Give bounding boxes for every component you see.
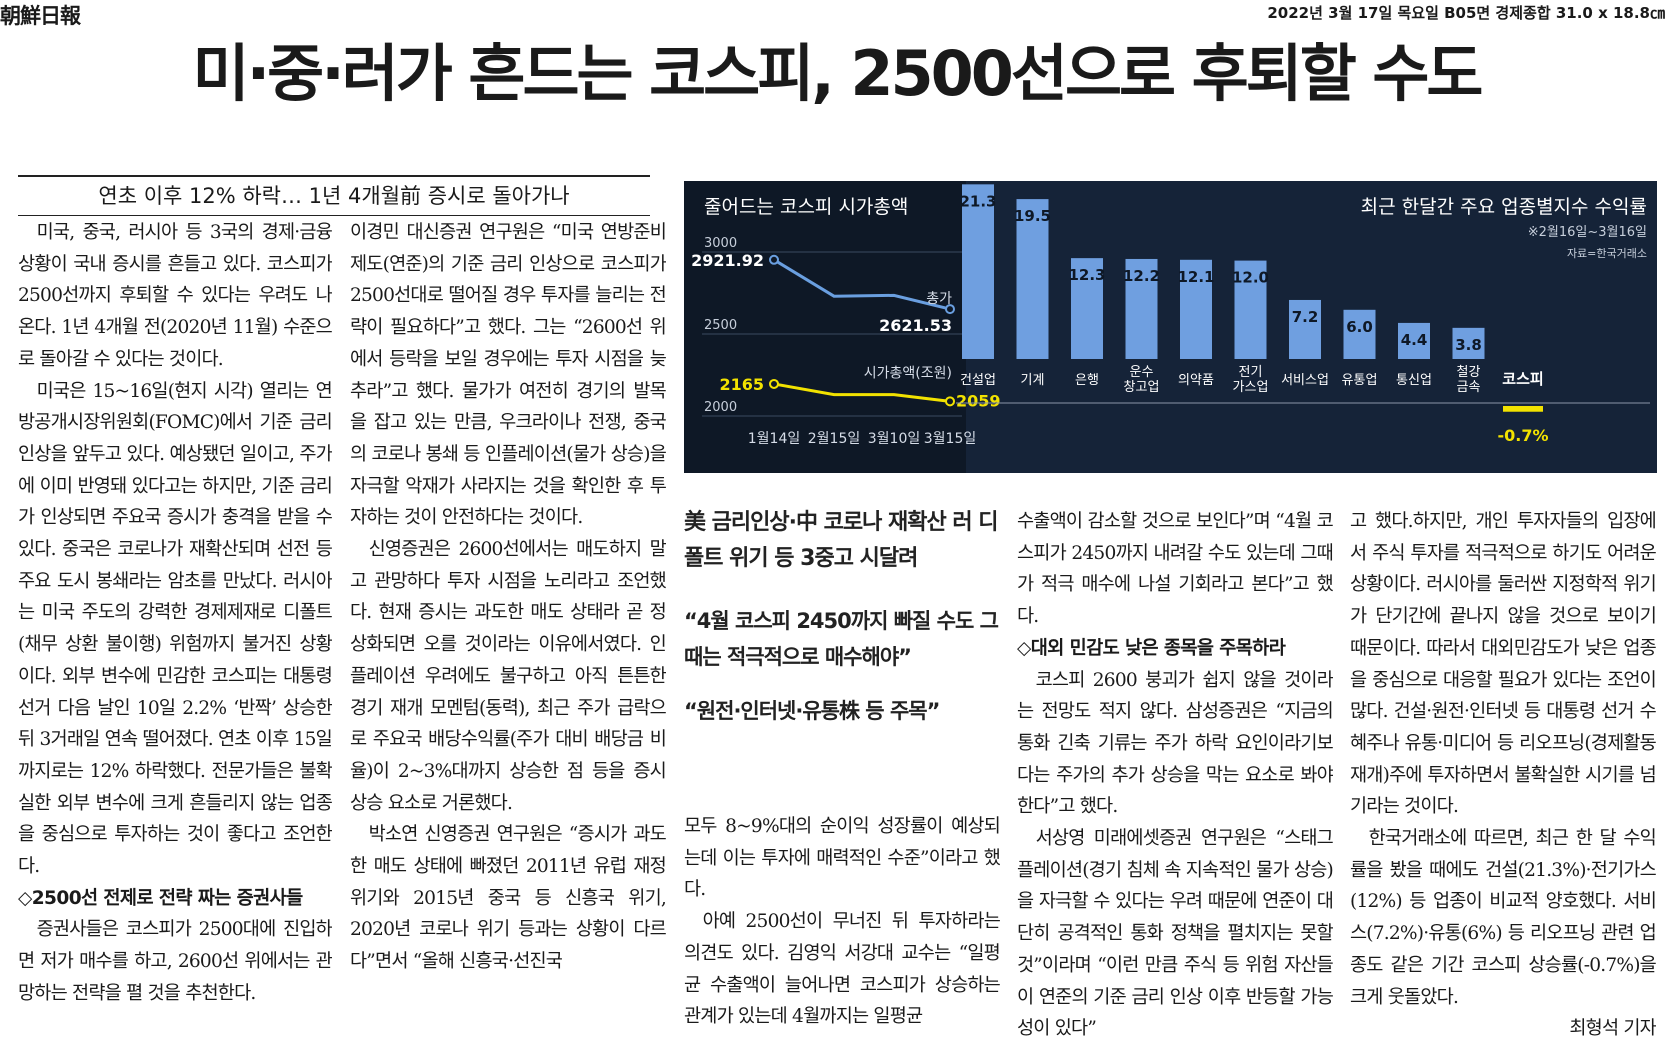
bar-category-label: 통신업 (1396, 373, 1432, 388)
bar-value-label: 19.5 (1014, 207, 1051, 225)
pull-quote-2: “원전·인터넷·유통株 등 주목” (684, 699, 940, 723)
paragraph: 미국, 중국, 러시아 등 3국의 경제·금융 상황이 국내 증시를 흔들고 있… (18, 222, 332, 370)
line-chart-tick-label: 2000 (704, 400, 737, 415)
bar-category-label: 전기 가스업 (1233, 365, 1269, 395)
line-chart-x-label: 2월15일 (808, 431, 860, 447)
line-chart-tick-label: 3000 (704, 236, 737, 251)
bar (1071, 258, 1103, 359)
bar-chart-note: ※2월16일~3월16일 (1528, 225, 1647, 240)
line-point (945, 396, 955, 407)
line-chart-x-label: 3월10일 (868, 431, 920, 447)
line-series-1 (773, 382, 951, 403)
bar-category-label: 은행 (1075, 372, 1099, 388)
byline: 최형석 기자 (1569, 1018, 1656, 1038)
pull-quote-1: “4월 코스피 2450까지 빠질 수도 그때는 적극적으로 매수해야” (684, 609, 999, 669)
infographic: 줄어드는 코스피 시가총액 3000 2500 2000 1월14일 2월15일 3월10일… (684, 181, 1657, 473)
paragraph: 모두 8~9%대의 순이익 성장률이 예상되는데 이는 투자에 매력적인 수준”… (684, 816, 1000, 901)
line-start-label: 2921.92 (691, 251, 764, 270)
section-heading: ◇2500선 전제로 전략 짜는 증권사들 (18, 887, 303, 909)
bar (1398, 322, 1430, 359)
article-column-5: 고 했다.하지만, 개인 투자자들의 입장에서 주식 투자를 적극적으로 하기도… (1350, 506, 1656, 1038)
bar-category-label: 의약품 (1178, 373, 1214, 388)
bar (1125, 258, 1158, 359)
bar (1180, 259, 1212, 359)
paragraph: 코스피 2600 붕괴가 쉽지 않을 것이라는 전망도 적지 않다. 삼성증권은… (1017, 669, 1333, 818)
article-column-2: 이경민 대신증권 연구원은 “미국 연방준비제도(연준)의 기준 금리 인상으로… (350, 217, 666, 1038)
dateline: 2022년 3월 17일 목요일 B05면 경제종합 31.0 x 18.8㎝ (1267, 4, 1665, 22)
line-point (945, 304, 955, 315)
paragraph: 한국거래소에 따르면, 최근 한 달 수익률을 봤을 때에도 건설(21.3%)… (1350, 828, 1656, 1008)
paragraph: 수출액이 감소할 것으로 보인다”며 “4월 코스피가 2450까지 내려갈 수… (1017, 511, 1333, 628)
bar (1343, 309, 1376, 359)
bar (1016, 199, 1049, 359)
bar-value-label: 21.3 (959, 192, 996, 210)
bar (1452, 327, 1485, 359)
bar-category-label: 운수 창고업 (1124, 365, 1160, 395)
paragraph: 박소연 신영증권 연구원은 “증시가 과도한 매도 상태에 빠졌던 2011년 … (350, 824, 666, 973)
line-end-label: 2621.53 (879, 316, 952, 335)
line-chart-title: 줄어드는 코스피 시가총액 (704, 196, 908, 218)
bar-value-label: 7.2 (1292, 308, 1319, 326)
line-end-label: 2059 (956, 391, 1001, 410)
bar-category-label: 기계 (1021, 373, 1045, 388)
bar-category-label: 유통업 (1342, 373, 1378, 388)
section-heading: ◇대외 민감도 낮은 종목을 주목하라 (1017, 637, 1286, 659)
bar (962, 184, 994, 359)
bar-value-label: -0.7% (1497, 426, 1548, 445)
article-column-4: 수출액이 감소할 것으로 보인다”며 “4월 코스피가 2450까지 내려갈 수… (1017, 506, 1333, 1038)
pull-quote-box: 美 금리인상·中 코로나 재확산 러 디폴트 위기 등 3중고 시달려 “4월 … (684, 505, 1000, 729)
bar-value-label: 6.0 (1346, 318, 1373, 336)
line-point (769, 378, 779, 389)
subheadline: 연초 이후 12% 하락… 1년 4개월前 증시로 돌아가나 (18, 175, 650, 216)
bar-category-label: 건설업 (960, 373, 996, 388)
bar (1289, 299, 1321, 359)
bar (1234, 260, 1267, 359)
line-series-0 (773, 258, 951, 311)
infographic-svg: 줄어드는 코스피 시가총액 3000 2500 2000 1월14일 2월15일 3월10일… (691, 181, 1657, 473)
bar (1503, 406, 1543, 412)
bar-value-label: 4.4 (1401, 331, 1428, 349)
bar-value-label: 12.3 (1068, 266, 1105, 284)
paragraph: 이경민 대신증권 연구원은 “미국 연방준비제도(연준)의 기준 금리 인상으로… (350, 222, 666, 529)
line-series-name: 총가 (926, 291, 952, 307)
paragraph: 증권사들은 코스피가 2500대에 진입하면 저가 매수를 하고, 2600선 … (18, 919, 332, 1004)
article-column-3: 모두 8~9%대의 순이익 성장률이 예상되는데 이는 투자에 매력적인 수준”… (684, 811, 1000, 1038)
line-start-label: 2165 (719, 375, 764, 394)
bar-chart-title: 최근 한달간 주요 업종별지수 수익률 (1361, 196, 1647, 218)
bar-value-label: 3.8 (1455, 336, 1482, 354)
masthead: 朝鮮日報 (0, 3, 81, 28)
paragraph: 서상영 미래에셋증권 연구원은 “스태그플레이션(경기 침체 속 지속적인 물가… (1017, 828, 1333, 1038)
line-chart-x-label: 1월14일 (748, 431, 800, 447)
bar-category-label: 코스피 (1502, 370, 1543, 388)
article-column-1: 미국, 중국, 러시아 등 3국의 경제·금융 상황이 국내 증시를 흔들고 있… (18, 217, 332, 1038)
paragraph: 신영증권은 2600선에서는 매도하지 말고 관망하다 투자 시점을 노리라고 … (350, 539, 666, 814)
line-chart-tick-label: 2500 (704, 318, 737, 333)
bar-value-label: 12.2 (1123, 267, 1160, 285)
bar-category-label: 서비스업 (1281, 373, 1329, 388)
line-point (769, 254, 779, 265)
headline: 미·중·러가 흔드는 코스피, 2500선으로 후퇴할 수도 (192, 37, 1484, 110)
paragraph: 미국은 15~16일(현지 시각) 열리는 연방공개시장위원회(FOMC)에서 … (18, 380, 332, 878)
bar-category-label: 철강 금속 (1457, 365, 1481, 395)
bar-value-label: 12.0 (1232, 269, 1269, 287)
line-series-name: 시가총액(조원) (864, 365, 952, 381)
paragraph: 고 했다.하지만, 개인 투자자들의 입장에서 주식 투자를 적극적으로 하기도… (1350, 511, 1656, 818)
pull-quote-main: 美 금리인상·中 코로나 재확산 러 디폴트 위기 등 3중고 시달려 (684, 510, 999, 571)
bar-value-label: 12.1 (1177, 268, 1214, 286)
bar-chart-source: 자료=한국거래소 (1567, 247, 1647, 260)
paragraph: 아예 2500선이 무너진 뒤 투자하라는 의견도 있다. 김영익 서강대 교수… (684, 911, 1000, 1028)
line-chart-x-label: 3월15일 (924, 431, 976, 447)
